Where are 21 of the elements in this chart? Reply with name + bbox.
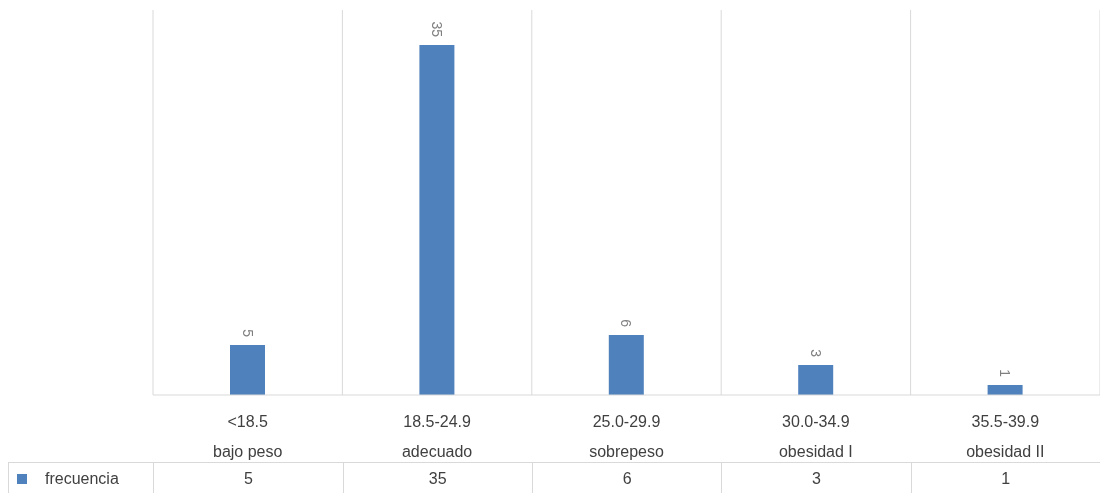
data-label: 6: [618, 319, 635, 328]
bar: [987, 385, 1023, 395]
bar: [798, 365, 834, 395]
x-tick-label: 35.5-39.9 obesidad II: [966, 413, 1045, 460]
text: 6: [531, 463, 722, 493]
data-label: 5: [239, 329, 256, 338]
text: 5: [153, 463, 343, 493]
x-tick-label: 25.0-29.9 sobrepeso: [589, 413, 664, 460]
bar: [230, 345, 265, 395]
bar: [608, 335, 644, 395]
bar: [419, 45, 455, 395]
data-label: 35: [428, 21, 445, 38]
x-tick-label: 30.0-34.9 obesidad I: [778, 413, 853, 460]
legend-label: frecuencia: [45, 469, 119, 488]
data-label: 3: [807, 349, 824, 358]
text: 1: [910, 463, 1100, 493]
text: 3: [721, 463, 911, 493]
text: 35: [342, 463, 532, 493]
data-label: 1: [997, 369, 1014, 378]
x-tick-label: 18.5-24.9 adecuado: [401, 413, 473, 460]
x-tick-label: <18.5 bajo peso: [213, 413, 283, 460]
